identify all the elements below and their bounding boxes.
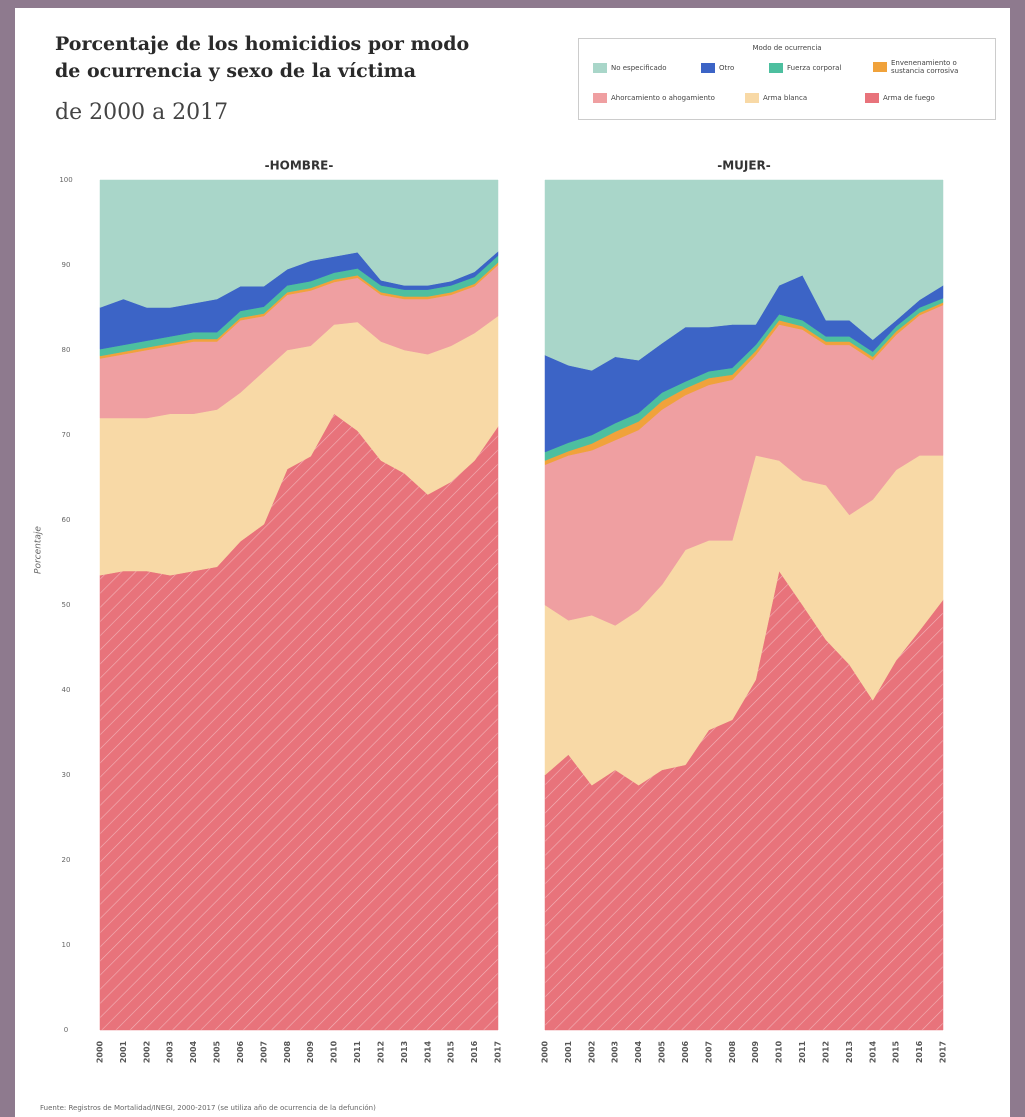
x-tick-label: 2003 <box>166 1041 175 1063</box>
x-tick-label: 2015 <box>892 1040 901 1063</box>
chart-title: Porcentaje de los homicidios por modo <box>55 33 469 55</box>
legend-item: Arma de fuego <box>865 93 935 103</box>
legend-swatch <box>873 62 887 72</box>
legend-label: Envenenamiento o sustancia corrosiva <box>891 59 959 75</box>
legend-item: Otro <box>701 63 734 73</box>
area <box>544 179 944 371</box>
source-note: Fuente: Registros de Mortalidad/INEGI, 2… <box>40 1104 376 1112</box>
y-axis-label: Porcentaje <box>34 526 44 574</box>
x-tick-label: 2009 <box>306 1040 315 1063</box>
y-tick-label: 90 <box>62 261 71 269</box>
y-tick-label: 80 <box>62 346 71 354</box>
panel-title: -MUJER- <box>717 159 771 173</box>
legend-item: Arma blanca <box>745 93 807 103</box>
legend-label: Otro <box>719 64 735 72</box>
legend-swatch <box>865 93 879 103</box>
x-tick-label: 2015 <box>447 1040 456 1063</box>
x-tick-label: 2017 <box>494 1041 503 1063</box>
x-tick-label: 2016 <box>915 1040 924 1063</box>
x-tick-label: 2011 <box>353 1040 362 1063</box>
legend-swatch <box>701 63 715 73</box>
y-tick-label: 50 <box>62 601 71 609</box>
x-tick-label: 2001 <box>119 1040 128 1063</box>
x-tick-label: 2002 <box>142 1041 151 1063</box>
x-tick-label: 2003 <box>611 1041 620 1063</box>
legend-item: Ahorcamiento o ahogamiento <box>593 93 715 103</box>
x-tick-label: 2000 <box>96 1040 105 1063</box>
y-tick-label: 40 <box>62 686 71 694</box>
x-tick-label: 2001 <box>564 1040 573 1063</box>
y-tick-label: 100 <box>59 176 72 184</box>
legend-label: Fuerza corporal <box>787 64 842 72</box>
x-tick-label: 2011 <box>798 1040 807 1063</box>
y-tick-label: 10 <box>62 941 71 949</box>
x-tick-label: 2014 <box>868 1040 877 1063</box>
legend-item: Envenenamiento o sustancia corrosiva <box>873 59 983 75</box>
legend: Modo de ocurrencia No especificado Otro Fu… <box>578 38 996 120</box>
x-tick-label: 2007 <box>704 1041 713 1063</box>
chart-subtitle: de 2000 a 2017 <box>55 100 228 125</box>
x-tick-label: 2002 <box>587 1041 596 1063</box>
x-tick-label: 2012 <box>376 1041 385 1063</box>
panel-title: -HOMBRE- <box>265 159 334 173</box>
legend-swatch <box>593 63 607 73</box>
x-tick-label: 2008 <box>728 1040 737 1063</box>
legend-swatch <box>593 93 607 103</box>
legend-item: No especificado <box>593 63 667 73</box>
x-tick-label: 2013 <box>400 1041 409 1063</box>
y-tick-label: 70 <box>62 431 71 439</box>
x-tick-label: 2004 <box>634 1040 643 1063</box>
x-tick-label: 2009 <box>751 1040 760 1063</box>
legend-swatch <box>745 93 759 103</box>
legend-item: Fuerza corporal <box>769 63 841 73</box>
y-tick-label: 30 <box>62 771 71 779</box>
legend-label: Arma de fuego <box>883 94 935 102</box>
x-tick-label: 2006 <box>236 1040 245 1063</box>
x-tick-label: 2005 <box>658 1040 667 1063</box>
x-tick-label: 2005 <box>213 1040 222 1063</box>
legend-label: No especificado <box>611 64 667 72</box>
y-tick-label: 20 <box>62 856 71 864</box>
x-tick-label: 2000 <box>541 1040 550 1063</box>
y-tick-label: 0 <box>64 1026 68 1034</box>
x-tick-label: 2012 <box>821 1041 830 1063</box>
chart-title: de ocurrencia y sexo de la víctima <box>55 60 416 82</box>
legend-label: Ahorcamiento o ahogamiento <box>611 94 715 102</box>
x-tick-label: 2013 <box>845 1041 854 1063</box>
area <box>99 179 499 308</box>
legend-title: Modo de ocurrencia <box>752 44 822 52</box>
legend-label: Arma blanca <box>763 94 808 102</box>
legend-swatch <box>769 63 783 73</box>
x-tick-label: 2004 <box>189 1040 198 1063</box>
x-tick-label: 2010 <box>775 1040 784 1063</box>
x-tick-label: 2008 <box>283 1040 292 1063</box>
x-tick-label: 2017 <box>939 1041 948 1063</box>
x-tick-label: 2014 <box>423 1040 432 1063</box>
x-tick-label: 2010 <box>330 1040 339 1063</box>
x-tick-label: 2006 <box>681 1040 690 1063</box>
x-tick-label: 2016 <box>470 1040 479 1063</box>
x-tick-label: 2007 <box>259 1041 268 1063</box>
y-tick-label: 60 <box>62 516 71 524</box>
